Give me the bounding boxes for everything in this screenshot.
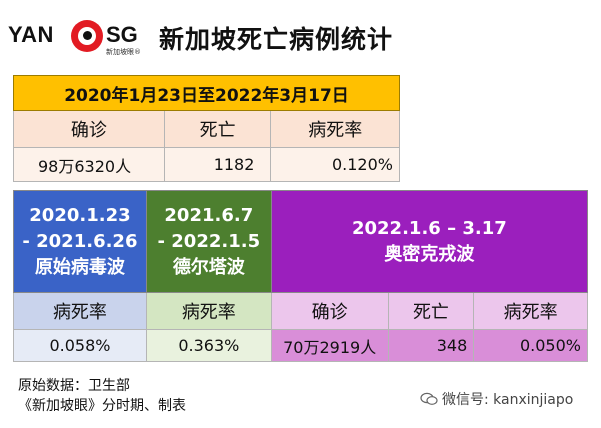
wave-omicron-header: 2022.1.6 – 3.17 奥密克戎波 [270,190,589,293]
wave-omicron-label-deaths: 死亡 [387,292,475,330]
logo-text-sg: SG [106,22,138,47]
header: YAN SG 新加坡眼® 新加坡死亡病例统计 [8,6,593,68]
wave-omicron-value-cfr: 0.050% [473,329,588,362]
wave-original-value: 0.058% [13,329,147,362]
wave-omicron-label-cfr: 病死率 [473,292,588,330]
footer-notes: 原始数据：卫生部 《新加坡眼》分时期、制表 [18,376,186,416]
overall-value-cfr: 0.120% [270,147,400,182]
wave-original-period: 2020.1.23 [29,204,131,226]
page-title: 新加坡死亡病例统计 [159,25,394,54]
overall-label-deaths: 死亡 [163,110,272,148]
footer-source: 原始数据：卫生部 [18,378,130,394]
overall-period: 2020年1月23日至2022年3月17日 [13,75,400,111]
overall-stats-table: 2020年1月23日至2022年3月17日 确诊 死亡 病死率 98万6320人… [13,75,400,182]
overall-value-confirmed: 98万6320人 [13,147,165,182]
wave-original-period-end: - 2021.6.26 [22,230,138,252]
overall-label-confirmed: 确诊 [13,110,165,148]
eye-icon [71,20,103,52]
wave-original-header: 2020.1.23 - 2021.6.26 原始病毒波 [13,190,147,293]
overall-value-deaths: 1182 [163,147,272,182]
wechat-watermark: 微信号: kanxinjiapo [420,389,573,409]
wave-omicron-name: 奥密克戎波 [384,243,475,265]
wave-stats-table: 2020.1.23 - 2021.6.26 原始病毒波 2021.6.7 - 2… [13,190,589,362]
wave-omicron-value-confirmed: 70万2919人 [270,329,389,362]
logo-text-yan: YAN [8,22,54,47]
wave-omicron-label-confirmed: 确诊 [270,292,389,330]
wave-original-label: 病死率 [13,292,147,330]
wave-delta-name: 德尔塔波 [172,256,245,278]
wave-delta-period-end: - 2022.1.5 [157,230,261,252]
wave-omicron-period: 2022.1.6 – 3.17 [351,217,507,239]
overall-label-cfr: 病死率 [270,110,400,148]
footer-credit: 《新加坡眼》分时期、制表 [18,398,186,414]
logo-subtitle: 新加坡眼® [106,48,141,56]
wave-delta-value: 0.363% [145,329,272,362]
wave-delta-period: 2021.6.7 [164,204,254,226]
wave-omicron-value-deaths: 348 [387,329,475,362]
wechat-id: 微信号: kanxinjiapo [442,392,574,408]
wave-original-name: 原始病毒波 [34,256,125,278]
wave-delta-label: 病死率 [145,292,272,330]
wave-delta-header: 2021.6.7 - 2022.1.5 德尔塔波 [145,190,272,293]
wechat-icon [420,392,438,405]
yansg-logo: YAN SG 新加坡眼® [8,20,150,56]
